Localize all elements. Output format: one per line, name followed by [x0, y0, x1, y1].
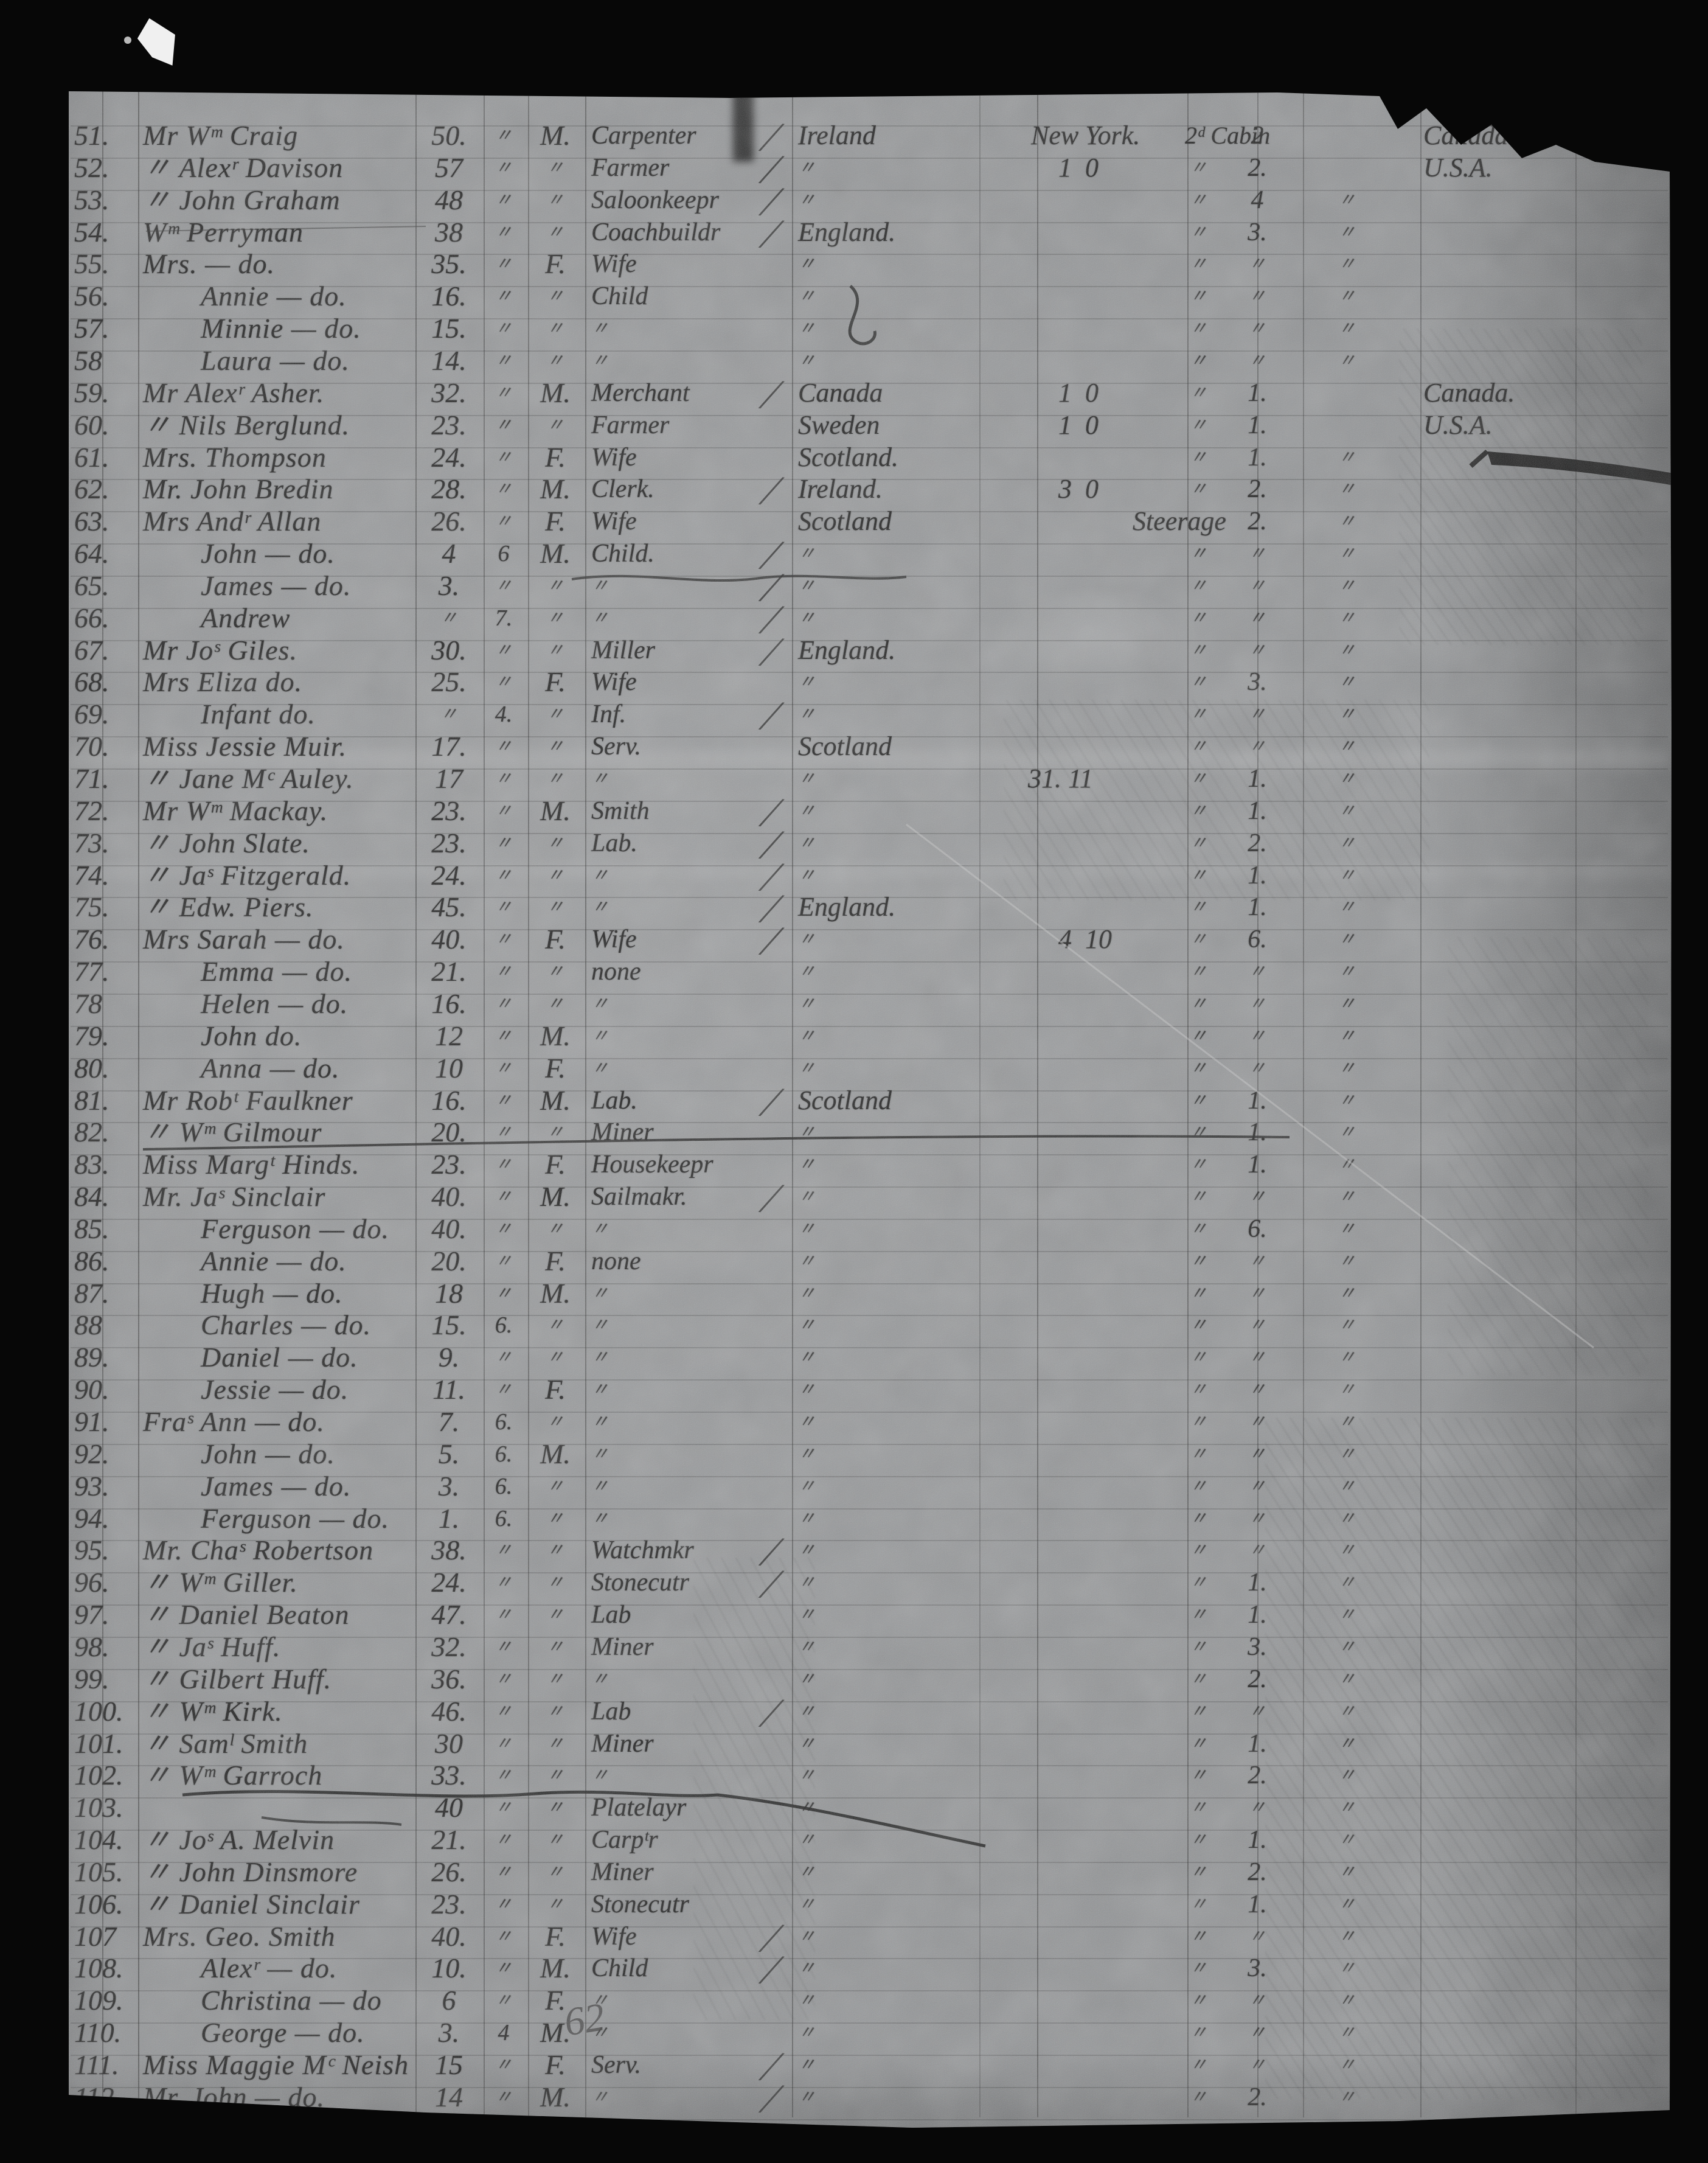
film-speck	[134, 13, 181, 71]
film-speck	[124, 37, 131, 44]
